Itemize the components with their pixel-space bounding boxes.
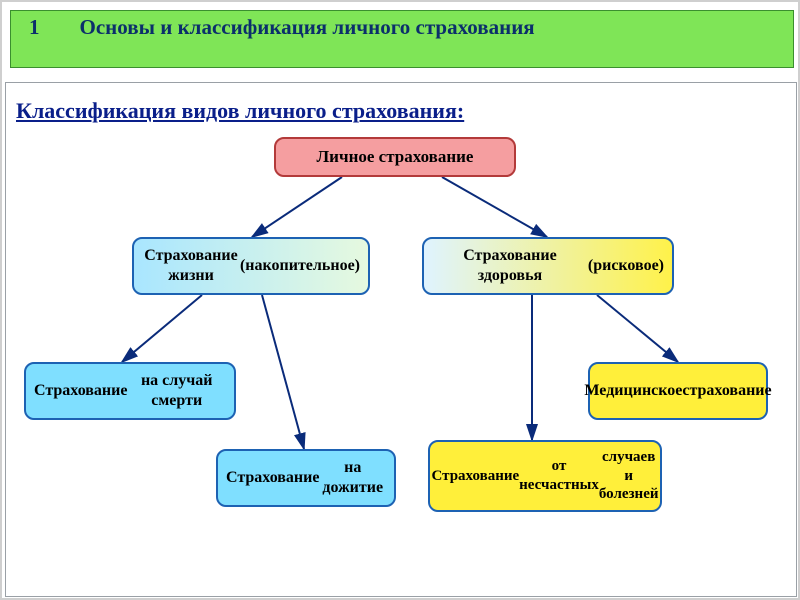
section-number: 1 (11, 15, 40, 40)
node-medical: Медицинскоестрахование (588, 362, 768, 420)
diagram-title: Классификация видов личного страхования: (16, 98, 464, 124)
section-title: Основы и классификация личного страхован… (40, 15, 535, 39)
node-label-line: (рисковое) (588, 256, 664, 276)
node-life: Страхование жизни(накопительное) (132, 237, 370, 295)
node-label-line: Страхование (432, 467, 520, 486)
node-label-line: на случай смерти (127, 371, 226, 411)
diagram-stage: 1 Основы и классификация личного страхов… (0, 0, 800, 600)
node-label-line: от несчастных (519, 457, 599, 495)
node-accident: Страхованиеот несчастныхслучаев и болезн… (428, 440, 662, 512)
section-header: 1 Основы и классификация личного страхов… (10, 10, 794, 68)
node-label-line: на дожитие (319, 458, 386, 498)
node-death: Страхованиена случай смерти (24, 362, 236, 420)
node-survive: Страхованиена дожитие (216, 449, 396, 507)
node-label-line: страхование (682, 381, 771, 401)
node-health: Страхование здоровья(рисковое) (422, 237, 674, 295)
node-label-line: Страхование здоровья (432, 246, 588, 286)
node-label-line: Личное страхование (317, 146, 474, 167)
node-label-line: Страхование жизни (142, 246, 240, 286)
node-label-line: Страхование (226, 468, 319, 488)
node-label-line: (накопительное) (240, 256, 360, 276)
node-label-line: Страхование (34, 381, 127, 401)
node-label-line: случаев и болезней (599, 448, 659, 504)
node-root: Личное страхование (274, 137, 516, 177)
node-label-line: Медицинское (584, 381, 682, 401)
